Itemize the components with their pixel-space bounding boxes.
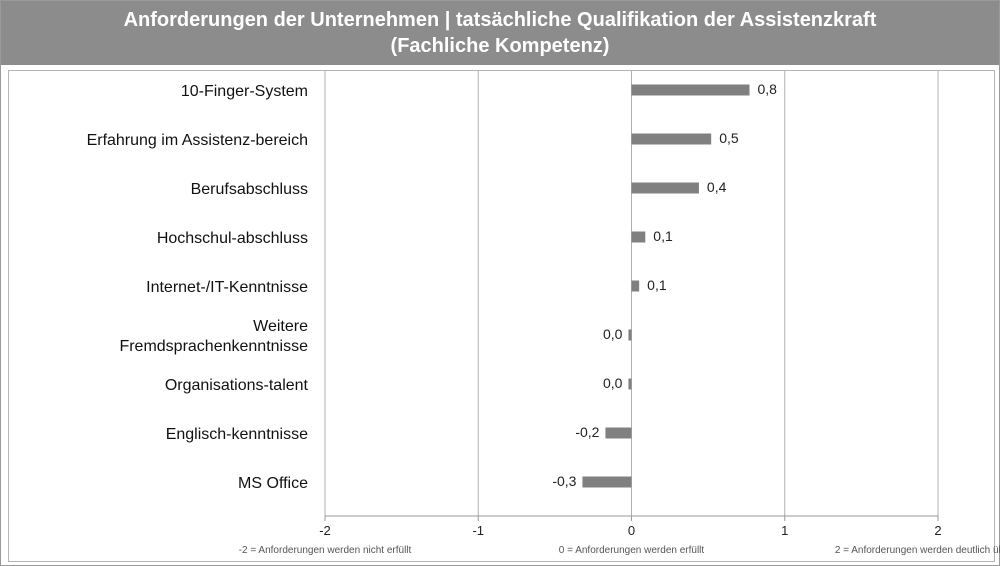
bar xyxy=(582,476,632,488)
category-label: Englisch-kenntnisse xyxy=(166,426,308,443)
scale-note: 2 = Anforderungen werden deutlich übertr… xyxy=(835,545,1000,556)
plot-area xyxy=(8,70,995,562)
bar xyxy=(628,378,632,390)
bar xyxy=(631,280,640,292)
bar xyxy=(605,427,632,439)
data-label: 0,0 xyxy=(603,326,623,342)
x-tick-label: -1 xyxy=(472,523,484,538)
x-tick-label: 1 xyxy=(781,523,788,538)
data-label: 0,8 xyxy=(758,81,778,97)
data-label: -0,2 xyxy=(575,424,599,440)
category-label: MS Office xyxy=(238,475,308,492)
chart-title-line-2: (Fachliche Kompetenz) xyxy=(390,35,610,57)
chart-title-bar: Anforderungen der Unternehmen | tatsächl… xyxy=(1,1,999,65)
scale-note: 0 = Anforderungen werden erfüllt xyxy=(559,545,705,556)
data-label: 0,1 xyxy=(653,228,673,244)
category-label: Hochschul-abschluss xyxy=(157,230,308,247)
bar xyxy=(631,182,699,194)
data-label: 0,4 xyxy=(707,179,727,195)
category-label: 10-Finger-System xyxy=(181,83,308,100)
category-label: Weitere xyxy=(253,318,308,335)
scale-note: -2 = Anforderungen werden nicht erfüllt xyxy=(239,545,412,556)
category-label: Organisations-talent xyxy=(165,377,309,394)
x-tick-label: 0 xyxy=(628,523,635,538)
bar xyxy=(628,329,632,341)
category-label: Internet-/IT-Kenntnisse xyxy=(146,279,308,296)
bar xyxy=(631,231,646,243)
bar xyxy=(631,133,712,145)
x-tick-label: -2 xyxy=(319,523,331,538)
bar xyxy=(631,84,750,96)
category-label: Berufsabschluss xyxy=(191,181,308,198)
category-label: Fremdsprachenkenntnisse xyxy=(119,338,308,355)
data-label: -0,3 xyxy=(552,473,576,489)
chart-title-line-1: Anforderungen der Unternehmen | tatsächl… xyxy=(123,9,877,31)
data-label: 0,0 xyxy=(603,375,623,391)
x-tick-label: 2 xyxy=(934,523,941,538)
data-label: 0,5 xyxy=(719,130,739,146)
data-label: 0,1 xyxy=(647,277,667,293)
category-label: Erfahrung im Assistenz-bereich xyxy=(87,132,308,149)
